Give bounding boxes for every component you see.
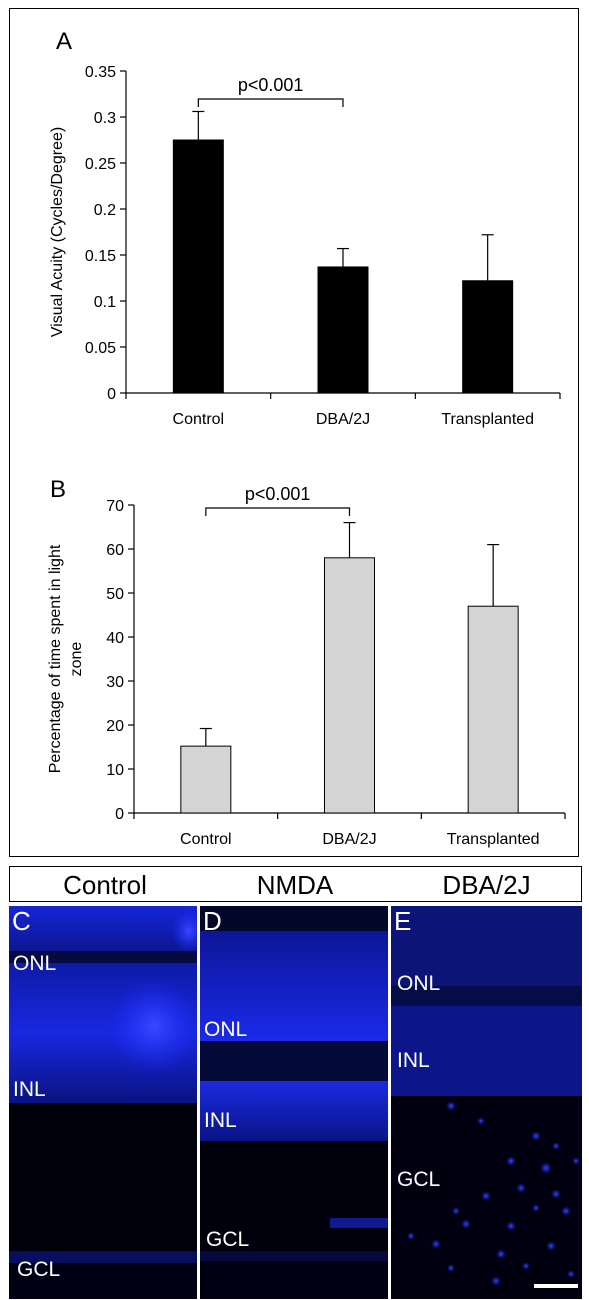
chartb-y-tick-label: 20 [106, 718, 124, 735]
charta-x-tick-label: Transplanted [441, 411, 534, 428]
header-dba2j: DBA/2J [442, 870, 531, 900]
charta-x-tick-label: Control [173, 411, 225, 428]
micrograph-nmda: D ONL INL GCL [200, 906, 388, 1299]
chartb-y-tick-label: 50 [106, 586, 124, 603]
micrograph-dba2j: E ONL INL GCL [391, 906, 582, 1299]
charts-frame: A 0 0.05 0.1 0.15 0.2 0.25 0.3 0.35 Control DBA/2J… [9, 8, 579, 857]
label-inl-c: INL [13, 1078, 46, 1101]
charta-significance-bracket [197, 98, 344, 107]
label-gcl-d: GCL [206, 1228, 250, 1251]
label-onl-d: ONL [204, 1018, 248, 1041]
chartb-x-tick-label: DBA/2J [322, 831, 376, 848]
scale-bar [534, 1284, 578, 1288]
micrograph-header: Control NMDA DBA/2J [9, 866, 582, 902]
charta-y-tick-label: 0.15 [85, 248, 116, 265]
chartb-bar [180, 745, 232, 814]
label-onl-c: ONL [13, 952, 57, 975]
chartb-y-axis-label: Percentage of time spent in light [47, 544, 64, 773]
charta-y-tick-label: 0.1 [94, 294, 116, 311]
micrograph-dba2j-image [391, 906, 582, 1299]
label-gcl-e: GCL [397, 1168, 441, 1191]
micrograph-nmda-image [200, 906, 388, 1261]
label-inl-e: INL [397, 1049, 430, 1072]
chartb-y-tick-label: 30 [106, 674, 124, 691]
chartb-y-tick-label: 70 [106, 498, 124, 515]
charta-y-tick-label: 0.35 [85, 64, 116, 81]
chartb-x-tick-label: Control [180, 831, 232, 848]
panel-letter-e: E [394, 906, 412, 936]
charta-y-axis-label: Visual Acuity (Cycles/Degree) [49, 127, 66, 337]
chartb-x-tick-label: Transplanted [447, 831, 540, 848]
charta-y-tick-label: 0.05 [85, 340, 116, 357]
chartb-bar [324, 557, 375, 814]
charta-bar [462, 280, 514, 394]
charta-y-tick-label: 0.25 [85, 156, 116, 173]
charta-bar [172, 139, 224, 394]
chartb-y-axis-label: zone [68, 642, 85, 677]
chartb-y-tick-label: 60 [106, 542, 124, 559]
charta-y-tick-label: 0 [107, 386, 116, 403]
chartb-y-tick-label: 10 [106, 762, 124, 779]
chartb-bar [467, 605, 519, 814]
charta-significance-label: p<0.001 [238, 75, 304, 95]
header-control: Control [63, 870, 147, 900]
chartb-y-tick-label: 40 [106, 630, 124, 647]
charta-y-tick-label: 0.2 [94, 202, 116, 219]
label-onl-e: ONL [397, 972, 441, 995]
charta-x-tick-label: DBA/2J [316, 411, 370, 428]
chartb-significance-label: p<0.001 [245, 484, 311, 504]
bar-charts: A 0 0.05 0.1 0.15 0.2 0.25 0.3 0.35 Control DBA/2J… [47, 28, 566, 848]
label-gcl-c: GCL [17, 1258, 61, 1281]
charta-bar [317, 266, 369, 394]
micrograph-control-image [9, 906, 197, 1263]
panel-letter-c: C [12, 906, 31, 936]
panel-letter-d: D [203, 906, 222, 936]
header-nmda: NMDA [256, 870, 334, 900]
label-inl-d: INL [204, 1109, 237, 1132]
charta-panel-letter: A [56, 28, 72, 55]
charta-y-tick-label: 0.3 [94, 110, 116, 127]
chartb-significance-bracket [205, 507, 351, 516]
chartb-y-tick-label: 0 [115, 806, 124, 823]
chartb-panel-letter: B [50, 476, 66, 503]
micrograph-control: C ONL INL GCL [9, 906, 197, 1299]
